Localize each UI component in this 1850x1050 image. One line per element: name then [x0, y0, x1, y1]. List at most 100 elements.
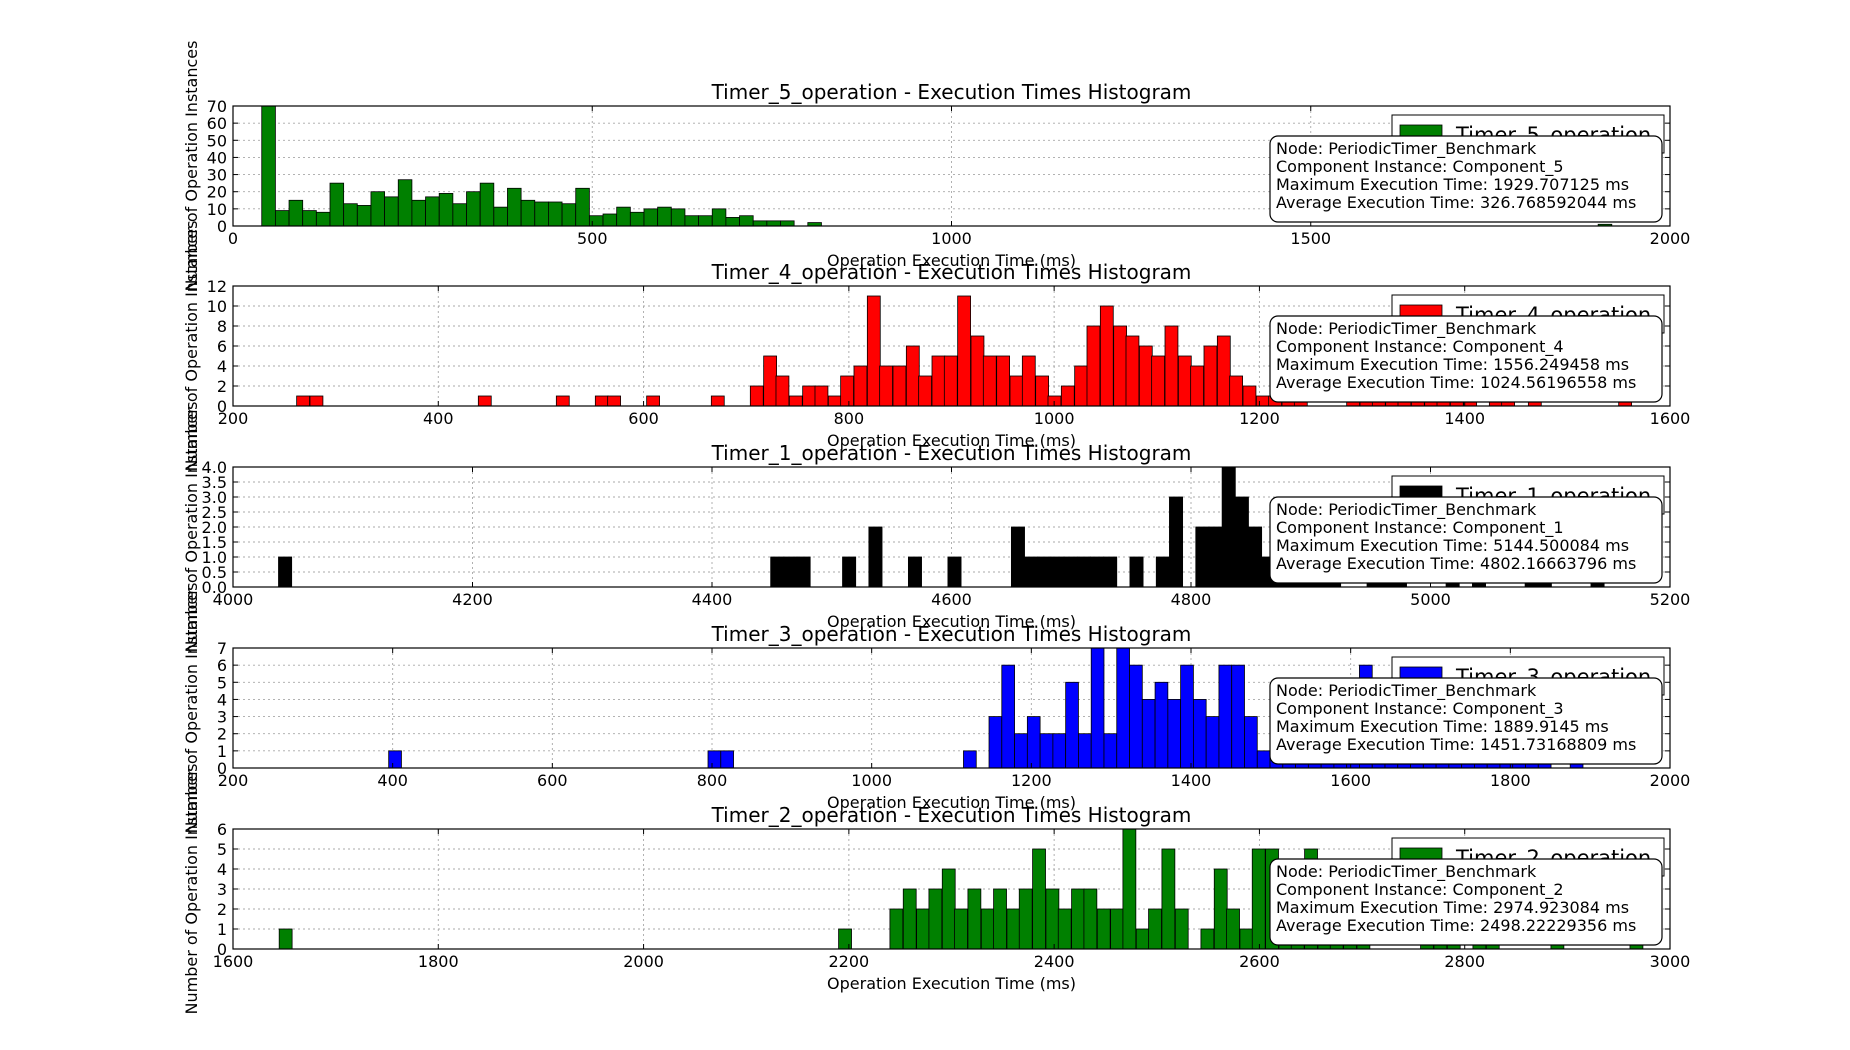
histogram-bar	[1032, 848, 1046, 950]
histogram-bar	[1129, 664, 1143, 769]
histogram-bar	[329, 182, 345, 227]
histogram-bar	[1009, 375, 1024, 407]
info-box-frame	[1269, 677, 1663, 765]
histogram-bar	[493, 206, 508, 227]
histogram-bar	[988, 716, 1003, 769]
histogram-bar	[616, 206, 631, 227]
histogram-bar	[1169, 496, 1184, 588]
histogram-bar	[575, 187, 590, 227]
histogram-bar	[548, 201, 563, 227]
info-line: Average Execution Time: 4802.16663796 ms	[1276, 554, 1636, 573]
histogram-bar	[996, 355, 1010, 407]
y-tick-label: 7	[217, 639, 227, 658]
x-tick-label: 4400	[692, 590, 733, 609]
histogram-bar	[657, 206, 672, 227]
y-tick-label: 40	[207, 148, 227, 167]
y-tick-label: 3.0	[202, 488, 227, 507]
x-tick-label: 2600	[1239, 952, 1280, 971]
histogram-bar	[1216, 335, 1231, 407]
x-tick-label: 1400	[1444, 409, 1485, 428]
histogram-bar	[947, 556, 962, 588]
histogram-bar	[411, 199, 426, 227]
info-line: Component Instance: Component_3	[1276, 699, 1564, 719]
x-tick-label: 5200	[1650, 590, 1691, 609]
histogram-bar	[466, 191, 481, 227]
info-box-frame	[1269, 858, 1663, 946]
chart-title: Timer_3_operation - Execution Times Hist…	[711, 622, 1192, 646]
histogram-bar	[278, 928, 293, 950]
y-tick-label: 4	[217, 860, 227, 879]
histogram-bar	[370, 191, 386, 227]
histogram-bar	[356, 205, 372, 227]
histogram-bar	[684, 215, 699, 227]
histogram-bar	[905, 345, 920, 407]
histogram-bar	[770, 556, 785, 588]
x-tick-label: 0	[228, 229, 238, 248]
x-tick-label: 1600	[213, 952, 254, 971]
histogram-panels: 0 500 1000 1500 2000010203040506070Timer_5_o…	[182, 41, 1690, 1015]
histogram-bar	[315, 211, 331, 227]
histogram-bar	[1244, 716, 1258, 769]
histogram-bar	[1248, 526, 1263, 588]
histogram-bar	[1190, 365, 1204, 407]
x-tick-label: 5000	[1410, 590, 1451, 609]
histogram-bar	[607, 395, 621, 407]
histogram-bar	[796, 556, 811, 588]
y-tick-label: 1	[217, 742, 227, 761]
histogram-bar	[1242, 385, 1257, 407]
chart-panel-4: 200 400 600 800 1000 1200 1400 1600 1800 2000 0123…	[182, 583, 1690, 834]
x-tick-label: 400	[377, 771, 408, 790]
histogram-bar	[1192, 699, 1207, 769]
info-line: Node: PeriodicTimer_Benchmark	[1276, 139, 1537, 159]
histogram-bar	[1071, 888, 1085, 950]
y-tick-label: 2	[217, 725, 227, 744]
x-tick-label: 2200	[828, 952, 869, 971]
histogram-bar	[438, 193, 454, 227]
info-line: Maximum Execution Time: 1889.9145 ms	[1276, 717, 1609, 736]
y-tick-label: 60	[207, 114, 227, 133]
histogram-bar	[840, 375, 854, 407]
histogram-bar	[967, 888, 982, 950]
x-axis-label: Operation Execution Time (ms)	[827, 431, 1076, 450]
x-tick-label: 600	[537, 771, 568, 790]
histogram-bar	[1256, 750, 1271, 769]
histogram-bar	[288, 199, 304, 227]
x-tick-label: 200	[218, 409, 249, 428]
histogram-bar	[1231, 664, 1245, 769]
histogram-bar	[561, 203, 577, 227]
histogram-bar	[993, 888, 1007, 950]
x-tick-label: 4200	[452, 590, 493, 609]
histogram-bar	[452, 203, 467, 227]
histogram-bar	[534, 201, 549, 227]
x-tick-label: 500	[577, 229, 608, 248]
info-line: Maximum Execution Time: 1556.249458 ms	[1276, 355, 1629, 374]
histogram-bar	[902, 888, 917, 950]
histogram-bar	[889, 908, 904, 950]
histogram-bar	[907, 556, 922, 588]
histogram-bar	[296, 395, 310, 407]
x-tick-label: 2000	[1650, 771, 1691, 790]
histogram-bar	[838, 928, 852, 950]
histogram-bar	[1167, 699, 1182, 769]
x-tick-label: 4600	[931, 590, 972, 609]
x-tick-label: 4000	[213, 590, 254, 609]
info-line: Average Execution Time: 1024.56196558 ms	[1276, 373, 1636, 392]
bars	[261, 105, 1613, 227]
y-tick-label: 10	[207, 297, 227, 316]
histogram-bar	[1208, 526, 1223, 588]
x-tick-label: 2400	[1034, 952, 1075, 971]
histogram-bar	[1083, 888, 1098, 950]
histogram-bar	[629, 211, 645, 227]
histogram-bar	[814, 385, 829, 407]
chart-title: Timer_5_operation - Execution Times Hist…	[711, 80, 1192, 104]
histogram-bar	[1021, 355, 1036, 407]
histogram-bar	[309, 395, 324, 407]
histogram-bar	[384, 196, 399, 227]
x-tick-label: 1800	[1490, 771, 1531, 790]
x-tick-label: 1500	[1290, 229, 1331, 248]
x-tick-label: 1600	[1650, 409, 1691, 428]
y-tick-label: 3	[217, 880, 227, 899]
histogram-bar	[1001, 664, 1015, 769]
